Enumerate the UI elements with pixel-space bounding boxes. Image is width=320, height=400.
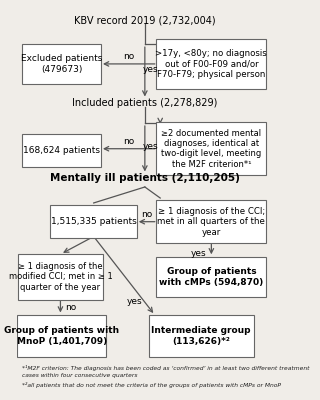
Text: *²all patients that do not meet the criteria of the groups of patients with cMPs: *²all patients that do not meet the crit… bbox=[22, 382, 281, 388]
Text: 1,515,335 patients: 1,515,335 patients bbox=[51, 217, 137, 226]
Text: Intermediate group
(113,626)*²: Intermediate group (113,626)*² bbox=[151, 326, 251, 346]
Text: yes: yes bbox=[191, 249, 206, 258]
Text: Group of patients
with cMPs (594,870): Group of patients with cMPs (594,870) bbox=[159, 267, 263, 287]
Text: no: no bbox=[123, 137, 134, 146]
FancyBboxPatch shape bbox=[18, 254, 103, 300]
Text: Included patients (2,278,829): Included patients (2,278,829) bbox=[72, 98, 218, 108]
FancyBboxPatch shape bbox=[50, 205, 137, 238]
FancyBboxPatch shape bbox=[149, 315, 253, 357]
FancyBboxPatch shape bbox=[156, 257, 266, 297]
FancyBboxPatch shape bbox=[156, 122, 266, 175]
Text: no: no bbox=[141, 210, 152, 219]
Text: >17y, <80y; no diagnosis
out of F00-F09 and/or
F70-F79; physical person: >17y, <80y; no diagnosis out of F00-F09 … bbox=[156, 49, 267, 79]
FancyBboxPatch shape bbox=[22, 134, 101, 168]
Text: KBV record 2019 (2,732,004): KBV record 2019 (2,732,004) bbox=[74, 16, 216, 26]
Text: 168,624 patients: 168,624 patients bbox=[23, 146, 100, 155]
FancyBboxPatch shape bbox=[156, 200, 266, 243]
Text: ≥ 1 diagnosis of the CCI;
met in all quarters of the
year: ≥ 1 diagnosis of the CCI; met in all qua… bbox=[157, 207, 265, 236]
Text: ≥2 documented mental
diagnoses, identical at
two-digit level, meeting
the M2F cr: ≥2 documented mental diagnoses, identica… bbox=[161, 129, 261, 169]
Text: yes: yes bbox=[143, 65, 158, 74]
Text: Excluded patients
(479673): Excluded patients (479673) bbox=[21, 54, 102, 74]
Text: Group of patients with
MnoP (1,401,709): Group of patients with MnoP (1,401,709) bbox=[4, 326, 119, 346]
Text: no: no bbox=[65, 303, 76, 312]
Text: cases within four consecutive quarters: cases within four consecutive quarters bbox=[22, 373, 138, 378]
Text: ≥ 1 diagnosis of the
modified CCI; met in ≥ 1
quarter of the year: ≥ 1 diagnosis of the modified CCI; met i… bbox=[9, 262, 112, 292]
Text: no: no bbox=[123, 52, 134, 61]
Text: yes: yes bbox=[143, 142, 158, 151]
Text: *¹M2F criterion: The diagnosis has been coded as ‘confirmed’ in at least two dif: *¹M2F criterion: The diagnosis has been … bbox=[22, 365, 309, 371]
Text: yes: yes bbox=[127, 297, 142, 306]
FancyBboxPatch shape bbox=[22, 44, 101, 84]
FancyBboxPatch shape bbox=[17, 315, 107, 357]
FancyBboxPatch shape bbox=[156, 39, 266, 88]
Text: Mentally ill patients (2,110,205): Mentally ill patients (2,110,205) bbox=[50, 173, 240, 183]
